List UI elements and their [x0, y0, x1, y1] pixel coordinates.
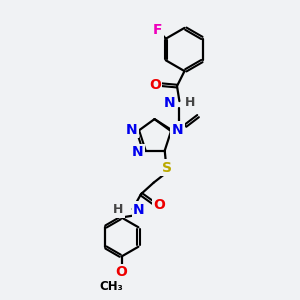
Text: N: N — [125, 123, 137, 136]
Text: N: N — [164, 96, 176, 110]
Text: N: N — [133, 203, 145, 217]
Text: O: O — [116, 265, 128, 279]
Text: N: N — [132, 145, 143, 159]
Text: H: H — [113, 203, 124, 216]
Text: S: S — [162, 161, 172, 175]
Text: O: O — [154, 198, 166, 212]
Text: CH₃: CH₃ — [99, 280, 123, 293]
Text: H: H — [185, 96, 195, 109]
Text: F: F — [153, 23, 162, 37]
Text: N: N — [172, 123, 184, 136]
Text: O: O — [149, 78, 161, 92]
